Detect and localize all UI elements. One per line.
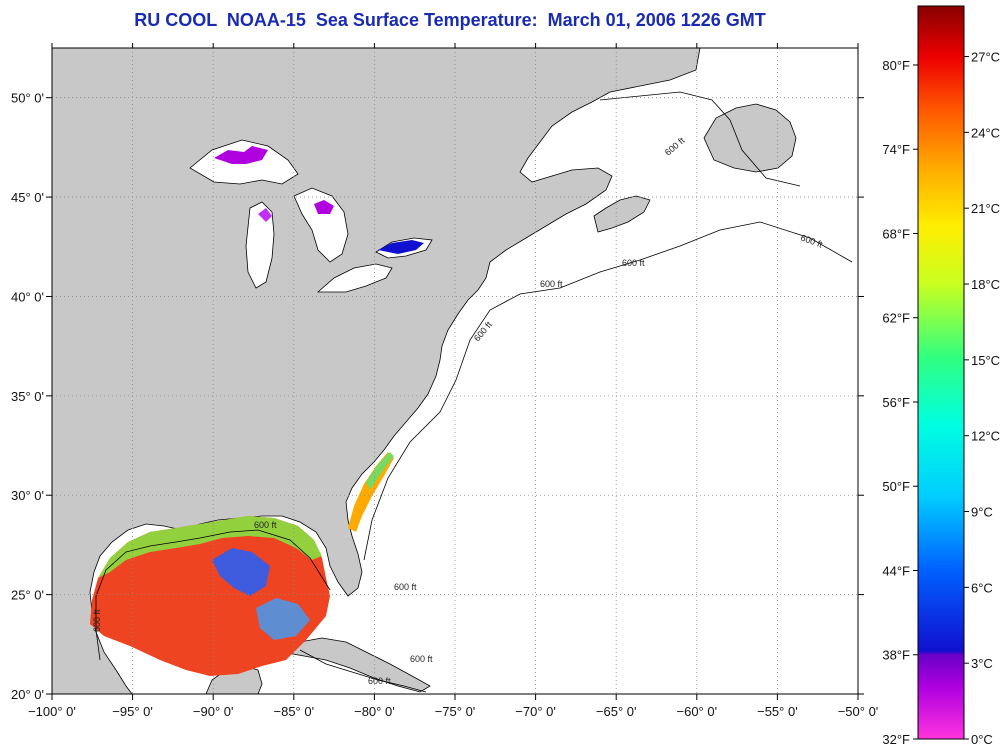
lon-tick-label: −90° 0' <box>193 704 234 719</box>
colorbar-c-label: 21°C <box>971 201 1000 216</box>
lake-huron-sst-patch <box>314 200 334 214</box>
lon-tick-label: −95° 0' <box>112 704 153 719</box>
lon-tick-label: −55° 0' <box>757 704 798 719</box>
colorbar-f-label: 80°F <box>882 58 910 73</box>
latitude-labels: 20° 0' 25° 0' 30° 0' 35° 0' 40° 0' 45° 0' 50° … <box>11 91 44 702</box>
contour-label: 600 ft <box>410 654 433 664</box>
lon-tick-label: −70° 0' <box>515 704 556 719</box>
map-tick-marks <box>46 43 864 700</box>
lat-tick-label: 40° 0' <box>11 289 44 304</box>
lat-tick-label: 35° 0' <box>11 389 44 404</box>
contour-label: 600 ft <box>92 609 102 632</box>
colorbar-f-label: 62°F <box>882 311 910 326</box>
colorbar-f-label: 38°F <box>882 648 910 663</box>
colorbar-f-label: 44°F <box>882 563 910 578</box>
colorbar-c-label: 3°C <box>971 656 993 671</box>
lon-tick-label: −85° 0' <box>274 704 315 719</box>
land-north-america <box>52 48 701 694</box>
lake-superior-sst-patch <box>214 146 268 164</box>
map-area: 600 ft 600 ft 600 ft 600 ft 600 ft 600 f… <box>52 48 858 694</box>
colorbar-f-label: 68°F <box>882 226 910 241</box>
colorbar-f-label: 74°F <box>882 142 910 157</box>
lat-tick-label: 20° 0' <box>11 687 44 702</box>
lon-tick-label: −60° 0' <box>677 704 718 719</box>
lake-erie <box>316 263 393 293</box>
colorbar <box>917 5 965 740</box>
atlantic-green-band <box>366 452 394 490</box>
lat-tick-label: 30° 0' <box>11 488 44 503</box>
colorbar-c-label: 6°C <box>971 580 993 595</box>
colorbar-f-label: 56°F <box>882 395 910 410</box>
colorbar-f-label: 50°F <box>882 479 910 494</box>
lon-tick-label: −100° 0' <box>28 704 76 719</box>
colorbar-c-label: 27°C <box>971 50 1000 65</box>
contour-label: 600 ft <box>254 520 277 530</box>
lat-tick-label: 50° 0' <box>11 91 44 106</box>
gulf-cold-patch <box>212 548 270 596</box>
colorbar-c-label: 12°C <box>971 429 1000 444</box>
land-nova-scotia <box>593 195 651 233</box>
colorbar-c-label: 24°C <box>971 125 1000 140</box>
colorbar-c-label: 0°C <box>971 732 993 747</box>
land-cuba <box>280 637 431 693</box>
lake-michigan-sst-patch <box>258 208 272 222</box>
contour-label: 600 ft <box>540 279 563 289</box>
gulf-coastal-green <box>98 516 322 578</box>
land-newfoundland <box>703 103 797 173</box>
florida-coastal-band <box>348 452 394 532</box>
lat-tick-label: 45° 0' <box>11 190 44 205</box>
contour-600ft-gulf <box>95 529 331 661</box>
map-title: RU COOL NOAA-15 Sea Surface Temperature:… <box>134 10 766 30</box>
lon-tick-label: −80° 0' <box>354 704 395 719</box>
colorbar-c-label: 9°C <box>971 505 993 520</box>
longitude-labels: −100° 0' −95° 0' −90° 0' −85° 0' −80° 0' −75°… <box>28 704 878 719</box>
colorbar-c-label: 18°C <box>971 277 1000 292</box>
lake-michigan <box>245 201 275 289</box>
lon-tick-label: −75° 0' <box>435 704 476 719</box>
lake-ontario-sst-patch <box>378 240 424 254</box>
lon-tick-label: −65° 0' <box>596 704 637 719</box>
lat-tick-label: 25° 0' <box>11 588 44 603</box>
lon-tick-label: −50° 0' <box>838 704 879 719</box>
colorbar-celsius-labels: 0°C 3°C 6°C 9°C 12°C 15°C 18°C 21°C 24°C 27°C <box>964 50 1000 747</box>
contour-label: 600 ft <box>622 258 645 268</box>
contour-600ft-straits <box>299 649 427 693</box>
lake-huron <box>293 187 349 263</box>
colorbar-f-label: 32°F <box>882 732 910 747</box>
contour-600ft-atlantic <box>363 221 853 561</box>
contour-label: 600 ft <box>368 676 391 686</box>
colorbar-c-label: 15°C <box>971 353 1000 368</box>
gulf-cold-patch-2 <box>256 598 310 640</box>
contour-600ft-labrador <box>599 91 801 187</box>
colorbar-fahrenheit-labels: 32°F 38°F 44°F 50°F 56°F 62°F 68°F 74°F 80°F <box>882 58 918 747</box>
contour-label: 600 ft <box>394 582 417 592</box>
